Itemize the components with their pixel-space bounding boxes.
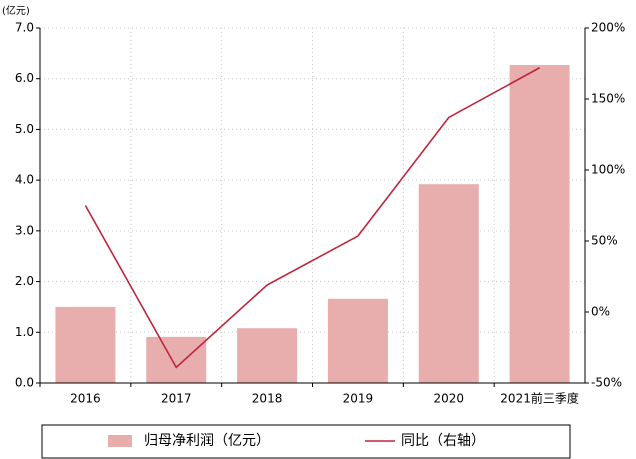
y-tick-label: 3.0 [15,223,34,237]
y2-tick-label: 100% [591,163,625,177]
y-tick-label: 0.0 [15,376,34,390]
y2-tick-label: 150% [591,92,625,106]
x-tick-label: 2017 [161,392,192,406]
bar [237,328,298,383]
x-tick-label: 2018 [252,392,283,406]
y-tick-label: 1.0 [15,325,34,339]
x-tick-label: 2021前三季度 [500,391,579,406]
legend-label: 归母净利润（亿元） [144,432,270,449]
x-tick-label: 2019 [343,392,374,406]
y2-tick-label: -50% [591,376,622,390]
y-axis-unit: (亿元) [2,4,30,17]
legend-swatch [108,435,132,447]
legend-label: 同比（右轴） [401,433,485,449]
y-tick-label: 7.0 [15,21,34,35]
bar [327,298,388,383]
y-tick-label: 5.0 [15,122,34,136]
y-tick-label: 2.0 [15,274,34,288]
y-tick-label: 4.0 [15,173,34,187]
bar [55,306,116,383]
y2-tick-label: 200% [591,21,625,35]
y-tick-label: 6.0 [15,71,34,85]
x-tick-label: 2020 [433,392,464,406]
y2-tick-label: 50% [591,234,618,248]
bar [418,184,479,383]
line [84,67,540,369]
bar [509,65,570,384]
x-tick-label: 2016 [70,392,101,406]
legend-box [41,424,571,459]
bar [146,336,207,383]
y2-tick-label: 0% [591,305,610,319]
